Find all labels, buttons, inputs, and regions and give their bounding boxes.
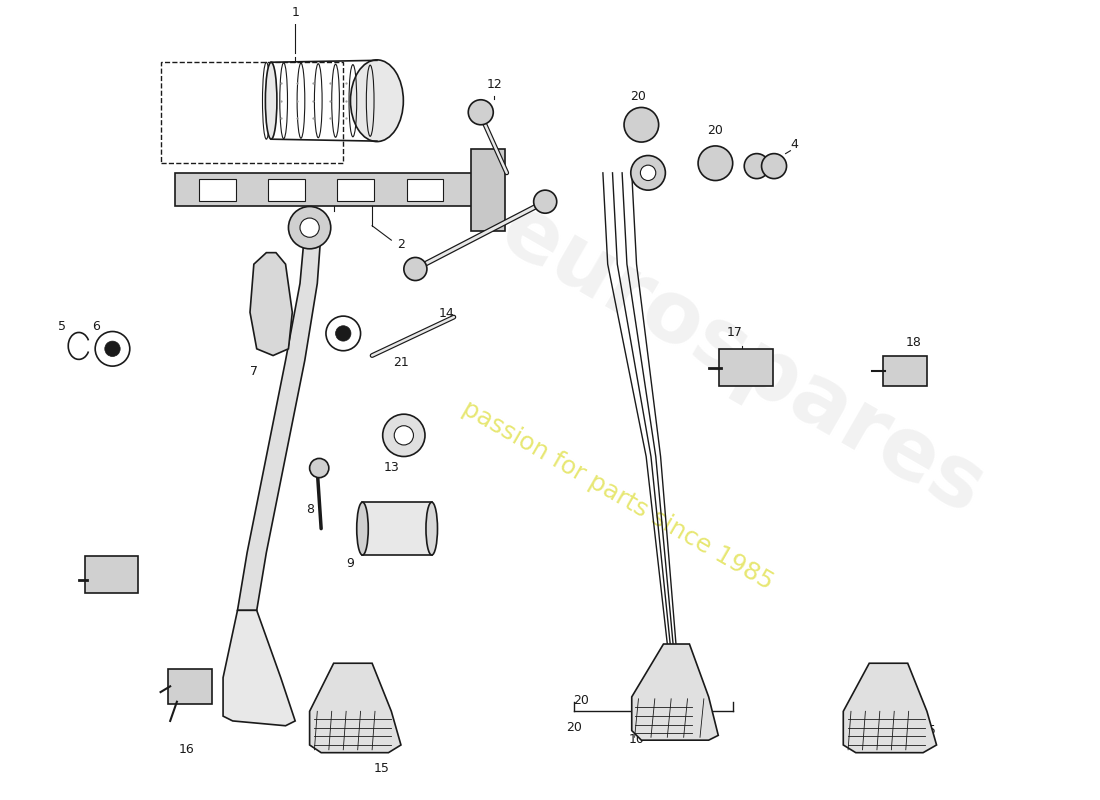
Text: 9: 9 xyxy=(346,558,354,570)
Circle shape xyxy=(761,154,786,178)
Text: 5: 5 xyxy=(57,321,66,334)
Circle shape xyxy=(394,426,414,445)
Text: 14: 14 xyxy=(438,307,454,321)
Text: 10: 10 xyxy=(628,734,645,746)
Text: 1: 1 xyxy=(292,6,299,19)
Bar xyxy=(407,178,443,201)
Circle shape xyxy=(104,341,120,357)
Circle shape xyxy=(469,100,493,125)
Text: 6: 6 xyxy=(92,321,100,334)
FancyBboxPatch shape xyxy=(882,355,927,386)
Text: 17: 17 xyxy=(727,326,742,339)
Polygon shape xyxy=(844,663,936,753)
Text: 20: 20 xyxy=(566,721,582,734)
Text: 7: 7 xyxy=(250,365,257,378)
Text: 15: 15 xyxy=(691,721,707,734)
Ellipse shape xyxy=(351,60,404,142)
Bar xyxy=(161,62,343,163)
Ellipse shape xyxy=(356,502,369,555)
Text: 3: 3 xyxy=(267,288,275,302)
FancyBboxPatch shape xyxy=(85,555,139,593)
Text: 2: 2 xyxy=(397,238,405,251)
Circle shape xyxy=(534,190,557,214)
Text: 18: 18 xyxy=(905,336,922,349)
Bar xyxy=(338,178,374,201)
Circle shape xyxy=(404,258,427,281)
Circle shape xyxy=(698,146,733,181)
Text: eurospares: eurospares xyxy=(485,188,999,533)
Text: 8: 8 xyxy=(307,503,315,516)
Text: 12: 12 xyxy=(486,78,502,91)
Text: 15: 15 xyxy=(921,724,936,737)
Text: 4: 4 xyxy=(791,138,799,150)
Polygon shape xyxy=(250,253,293,355)
Bar xyxy=(471,149,505,230)
Circle shape xyxy=(288,206,331,249)
Text: 17: 17 xyxy=(104,564,120,577)
Text: 15: 15 xyxy=(374,762,389,775)
Circle shape xyxy=(640,165,656,181)
Bar xyxy=(363,502,431,555)
Text: 13: 13 xyxy=(384,462,399,474)
Text: 21: 21 xyxy=(393,355,409,369)
Polygon shape xyxy=(223,610,295,726)
Text: passion for parts since 1985: passion for parts since 1985 xyxy=(458,396,777,594)
Circle shape xyxy=(258,259,284,284)
Polygon shape xyxy=(631,644,718,740)
Ellipse shape xyxy=(426,502,438,555)
Circle shape xyxy=(336,326,351,341)
Bar xyxy=(268,178,305,201)
FancyBboxPatch shape xyxy=(175,173,483,206)
Bar xyxy=(199,178,235,201)
Circle shape xyxy=(630,155,666,190)
Circle shape xyxy=(309,458,329,478)
Circle shape xyxy=(300,218,319,238)
Text: 20: 20 xyxy=(630,90,647,102)
Circle shape xyxy=(383,414,425,457)
Text: 16: 16 xyxy=(178,743,195,756)
Text: 20: 20 xyxy=(573,694,588,706)
Polygon shape xyxy=(309,663,402,753)
Polygon shape xyxy=(238,230,321,610)
Ellipse shape xyxy=(265,62,277,139)
FancyBboxPatch shape xyxy=(719,349,773,386)
Circle shape xyxy=(624,107,659,142)
Text: 20: 20 xyxy=(707,124,724,138)
FancyBboxPatch shape xyxy=(168,669,212,704)
Circle shape xyxy=(745,154,769,178)
